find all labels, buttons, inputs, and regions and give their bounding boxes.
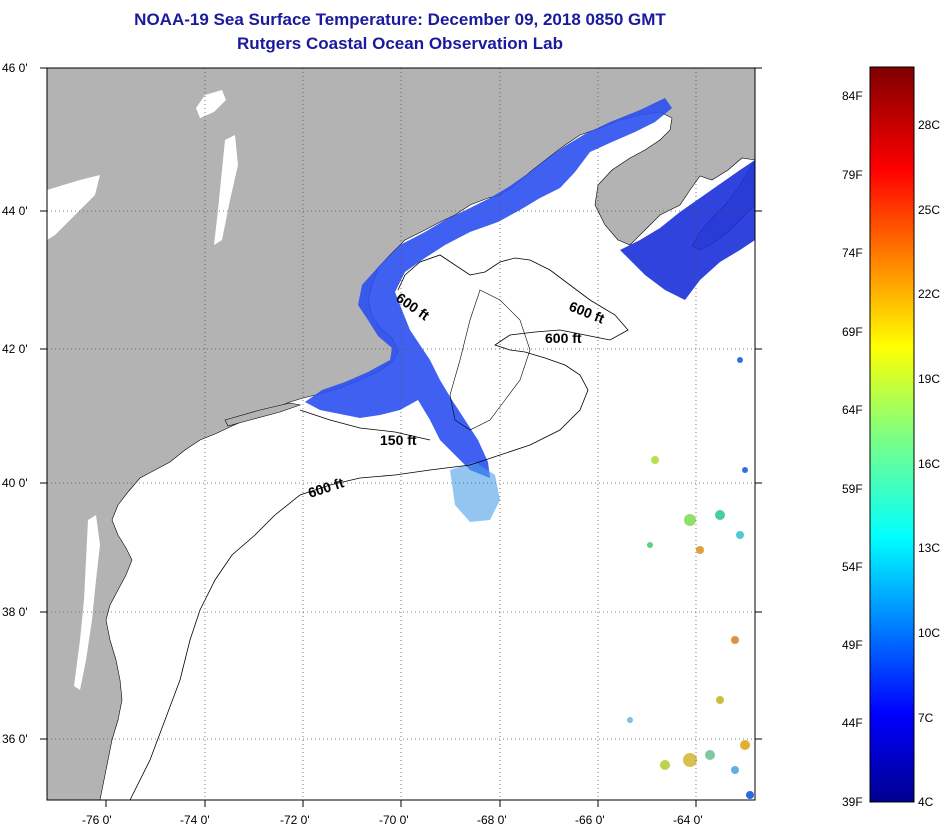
colorbar-f-label: 84F: [842, 89, 863, 103]
lon-label: -68 0': [477, 813, 507, 827]
colorbar-c-label: 16C: [918, 457, 941, 471]
lat-label: 44 0': [2, 204, 28, 218]
colorbar-f-label: 79F: [842, 168, 863, 182]
colorbar-f-label: 59F: [842, 482, 863, 496]
sst-cold-water: [620, 160, 755, 300]
map-subtitle: Rutgers Coastal Ocean Observation Lab: [237, 34, 563, 53]
chesapeake-bay: [74, 515, 100, 690]
sst-cold-water: [305, 98, 672, 478]
lat-label: 42 0': [2, 342, 28, 356]
colorbar-f-label: 69F: [842, 325, 863, 339]
lat-label: 40 0': [2, 476, 28, 490]
colorbar-f-label: 44F: [842, 716, 863, 730]
contour-600ft: [129, 254, 629, 800]
contour-150ft: [299, 409, 431, 441]
sst-shelf-break: [450, 462, 500, 522]
lon-label: -72 0': [280, 813, 310, 827]
sst-warm-water: [627, 357, 754, 799]
lon-label: -64 0': [673, 813, 703, 827]
colorbar-c-label: 19C: [918, 372, 941, 386]
colorbar-f-label: 74F: [842, 246, 863, 260]
colorbar-c-label: 28C: [918, 118, 941, 132]
tick-marks: [40, 67, 762, 807]
lon-label: -70 0': [379, 813, 409, 827]
lake: [47, 175, 100, 240]
colorbar-c-label: 4C: [918, 795, 934, 809]
lon-label: -66 0': [575, 813, 605, 827]
lake: [196, 90, 226, 118]
colorbar-f-label: 49F: [842, 638, 863, 652]
colorbar-c-label: 7C: [918, 711, 934, 725]
colorbar-f-label: 64F: [842, 403, 863, 417]
lon-label: -76 0': [82, 813, 112, 827]
colorbar-c-label: 13C: [918, 541, 941, 555]
colorbar-f-label: 54F: [842, 560, 863, 574]
colorbar-c-label: 10C: [918, 626, 941, 640]
contour-label: 150 ft: [380, 432, 417, 448]
delaware-bay: [124, 500, 138, 535]
colorbar-c-label: 22C: [918, 287, 941, 301]
colorbar: [869, 66, 915, 803]
lon-label: -74 0': [180, 813, 210, 827]
colorbar-f-label: 39F: [842, 795, 863, 809]
contour-label: 600 ft: [545, 330, 582, 346]
lat-label: 36 0': [2, 732, 28, 746]
lat-label: 46 0': [2, 61, 28, 75]
contour-600ft: [449, 289, 531, 431]
long-island: [224, 402, 302, 427]
map-title: NOAA-19 Sea Surface Temperature: Decembe…: [134, 10, 666, 29]
colorbar-c-label: 25C: [918, 203, 941, 217]
lake: [214, 135, 238, 245]
lat-label: 38 0': [2, 605, 28, 619]
